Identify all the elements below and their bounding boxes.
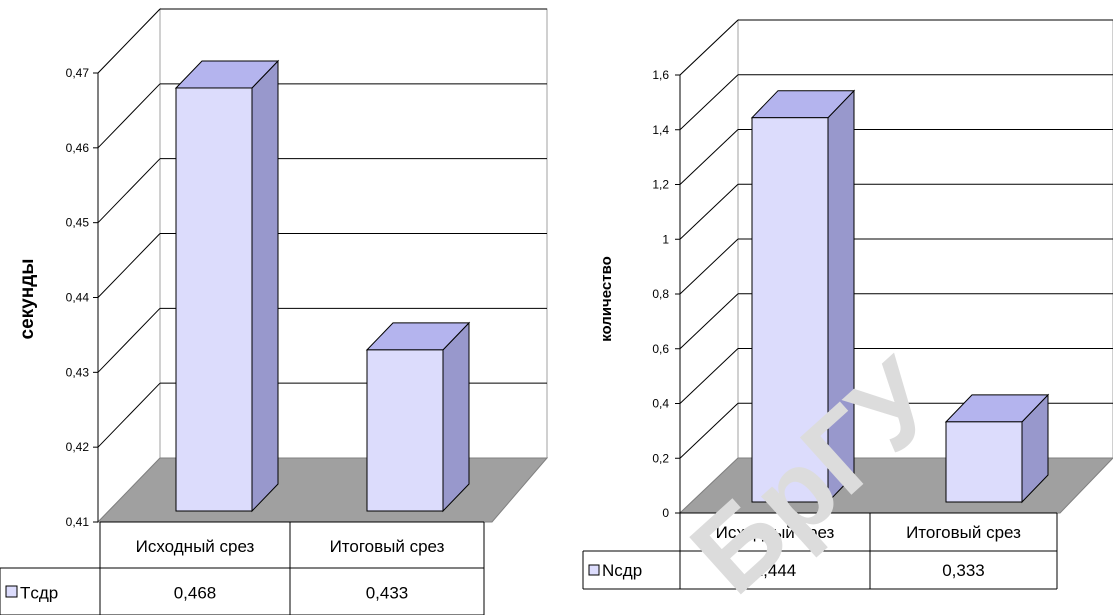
chart-count: 0 0,2 0,4 0,6 0,8 1 1,2 1,4 1,6 Исходный срез 1,44… (582, 18, 1113, 590)
gridline-diagonal (679, 402, 739, 459)
legend-key (5, 585, 18, 598)
y-tick-label: 1 (662, 232, 669, 246)
gridline-diagonal (679, 293, 739, 350)
data-table: Исходный срез 0,468 Итоговый срез 0,433 Tсдр (0, 521, 485, 615)
y-tick-label: 0,47 (66, 66, 90, 80)
y-tick-label: 0,2 (652, 451, 669, 465)
category-label: Исходный срез (716, 523, 835, 542)
y-tick-label: 0,45 (66, 216, 90, 230)
gridline-diagonal (679, 348, 739, 404)
legend-series-name: Tсдр (20, 584, 58, 603)
y-tick-label: 0,4 (652, 397, 669, 411)
bar (365, 321, 471, 513)
y-axis-title: секунды (17, 259, 38, 340)
data-label: 0,468 (174, 584, 217, 603)
bar (174, 59, 280, 513)
y-tick-label: 1,4 (652, 123, 669, 137)
y-tick-label: 0,8 (652, 287, 669, 301)
gridline-diagonal (679, 129, 739, 185)
data-label: 1,444 (754, 561, 797, 580)
floor (96, 457, 549, 523)
gridline-diagonal (97, 233, 161, 298)
category-label: Итоговый срез (906, 523, 1021, 542)
category-label: Итоговый срез (330, 537, 445, 556)
gridline-diagonal (97, 158, 161, 224)
y-tick-label: 0,44 (66, 291, 90, 305)
y-tick-label: 0 (662, 506, 669, 520)
gridline-diagonal (679, 183, 739, 240)
legend-key (588, 564, 600, 576)
chart-seconds: 0,41 0,42 0,43 0,44 0,45 0,46 0,47 Исходный сре… (0, 7, 549, 615)
bar-front (751, 117, 829, 503)
y-tick-label: 1,2 (652, 178, 669, 192)
y-tick-label: 0,6 (652, 342, 669, 356)
y-tick-label: 1,6 (652, 68, 669, 82)
data-label: 0,333 (942, 561, 985, 580)
bar-side (251, 59, 279, 513)
gridline-diagonal (97, 382, 161, 448)
y-axis-title: количество (598, 256, 615, 342)
y-tick-label: 0,43 (66, 365, 90, 379)
gridline-diagonal (97, 8, 161, 74)
y-tick-label: 0,41 (66, 515, 90, 529)
gridline-diagonal (679, 19, 739, 76)
bar-side (442, 321, 470, 513)
data-label: 0,433 (366, 584, 409, 603)
category-label: Исходный срез (136, 537, 255, 556)
gridline-diagonal (97, 83, 161, 149)
legend-series-name: Nсдр (602, 561, 642, 580)
data-table: Исходный срез 1,444 Итоговый срез 0,333 Nсдр (582, 512, 1058, 590)
bar-front (175, 87, 253, 512)
bar-front (366, 349, 444, 512)
bar (750, 89, 856, 504)
gridline-diagonal (679, 74, 739, 131)
y-tick-label: 0,42 (66, 440, 90, 454)
gridline-diagonal (97, 307, 161, 373)
gridline-diagonal (679, 238, 739, 295)
y-tick-label: 0,46 (66, 141, 90, 155)
bar (944, 393, 1050, 504)
bar-front (945, 421, 1023, 503)
